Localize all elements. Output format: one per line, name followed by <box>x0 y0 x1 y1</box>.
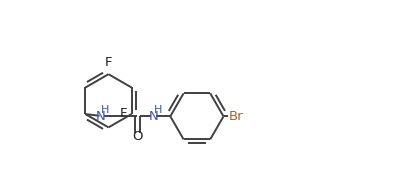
Text: N: N <box>149 110 158 123</box>
Text: Br: Br <box>229 110 243 123</box>
Text: N: N <box>96 110 106 123</box>
Text: F: F <box>120 107 127 120</box>
Text: H: H <box>101 105 110 115</box>
Text: F: F <box>105 56 112 69</box>
Text: O: O <box>132 130 142 143</box>
Text: H: H <box>154 105 162 115</box>
